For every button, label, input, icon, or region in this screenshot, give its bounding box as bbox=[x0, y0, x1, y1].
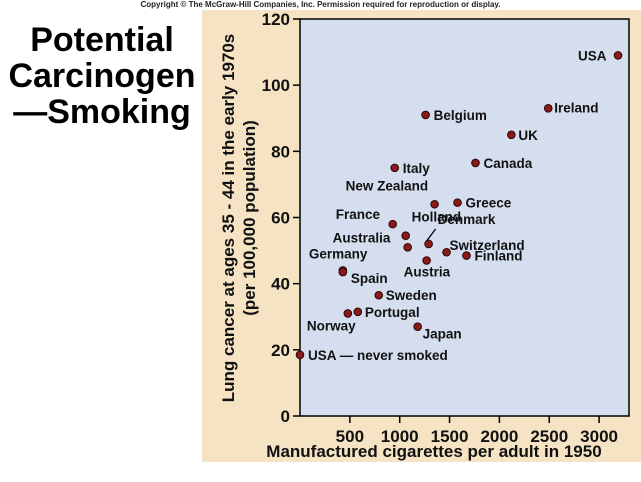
y-tick-label: 60 bbox=[271, 209, 290, 228]
x-tick-label: 1500 bbox=[431, 427, 469, 446]
leader-line bbox=[426, 228, 437, 242]
data-point bbox=[338, 267, 348, 277]
data-point bbox=[453, 198, 462, 207]
data-point-label: Spain bbox=[351, 271, 388, 286]
x-axis-ticks: 500 1000 1500 2000 2500 3000 bbox=[336, 416, 618, 446]
data-point-label: Belgium bbox=[434, 108, 487, 123]
slide-title-line-3: —Smoking bbox=[13, 93, 191, 131]
data-point bbox=[471, 158, 480, 168]
data-point-label: USA bbox=[578, 48, 607, 63]
data-point bbox=[390, 163, 400, 173]
data-point bbox=[353, 307, 363, 317]
data-point-label: Germany bbox=[309, 246, 368, 261]
data-point bbox=[388, 219, 398, 229]
data-point bbox=[462, 251, 471, 260]
data-point-label: Greece bbox=[466, 196, 512, 211]
data-point bbox=[295, 350, 305, 360]
data-point-label: Finland bbox=[474, 249, 522, 264]
data-point bbox=[343, 309, 353, 318]
data-point bbox=[613, 51, 623, 60]
data-point-label: Italy bbox=[403, 161, 431, 176]
data-point-label: Austria bbox=[404, 265, 451, 280]
y-tick-label: 80 bbox=[271, 142, 290, 161]
data-points bbox=[295, 51, 623, 360]
data-point bbox=[442, 247, 451, 257]
data-point-label: France bbox=[336, 207, 381, 222]
data-point-labels: USA Ireland UK Belgium Canada Italy New Zealan… bbox=[307, 48, 607, 362]
data-point bbox=[507, 130, 516, 140]
x-tick-label: 2000 bbox=[480, 427, 518, 446]
x-axis-title: Manufactured cigarettes per adult in 195… bbox=[266, 442, 601, 461]
data-point bbox=[422, 256, 431, 265]
data-point-label: Canada bbox=[483, 156, 532, 171]
y-tick-label: 40 bbox=[271, 275, 290, 294]
slide-title-line-1: Potential bbox=[30, 21, 174, 59]
data-point-label: UK bbox=[518, 128, 538, 143]
x-tick-label: 500 bbox=[336, 427, 364, 446]
data-point bbox=[424, 239, 433, 249]
data-point bbox=[401, 231, 410, 240]
data-point-label: Switzerland bbox=[450, 238, 525, 253]
data-point-label: Australia bbox=[333, 230, 391, 245]
y-axis-title-line-1: Lung cancer at ages 35 - 44 in the early… bbox=[219, 34, 238, 403]
data-point bbox=[413, 322, 422, 331]
data-point bbox=[430, 199, 439, 209]
slide-title-line-2: Carcinogen bbox=[8, 57, 196, 95]
data-point-label: Sweden bbox=[386, 288, 437, 303]
y-tick-label: 120 bbox=[262, 10, 290, 29]
data-point-label: USA — never smoked bbox=[308, 348, 448, 363]
slide-title: Potential Carcinogen —Smoking bbox=[4, 22, 200, 130]
data-point-label: Ireland bbox=[554, 100, 598, 115]
data-point-label: Holland bbox=[412, 210, 462, 225]
y-tick-label: 100 bbox=[262, 76, 290, 95]
data-point bbox=[374, 290, 384, 300]
data-point-label: Portugal bbox=[365, 305, 420, 320]
plot-area bbox=[299, 18, 630, 417]
copyright-notice: Copyright © The McGraw-Hill Companies, I… bbox=[140, 0, 501, 9]
x-tick-label: 1000 bbox=[381, 427, 419, 446]
y-tick-label: 0 bbox=[281, 407, 290, 426]
data-point-label: Japan bbox=[423, 327, 462, 342]
chart-panel: 0 20 40 60 80 100 120 500 1000 1500 2000 2500 3000 … bbox=[202, 10, 641, 462]
data-point-label: New Zealand bbox=[346, 178, 429, 193]
data-point-label: Denmark bbox=[438, 212, 496, 227]
data-point bbox=[403, 242, 412, 252]
x-tick-label: 3000 bbox=[580, 427, 618, 446]
data-point-label: Norway bbox=[307, 318, 356, 333]
y-tick-label: 20 bbox=[271, 341, 290, 360]
data-point bbox=[421, 110, 430, 120]
x-tick-label: 2500 bbox=[530, 427, 568, 446]
y-axis-title-line-2: (per 100,000 population) bbox=[240, 120, 259, 316]
data-point bbox=[543, 104, 553, 113]
y-axis-ticks: 0 20 40 60 80 100 120 bbox=[262, 10, 300, 426]
